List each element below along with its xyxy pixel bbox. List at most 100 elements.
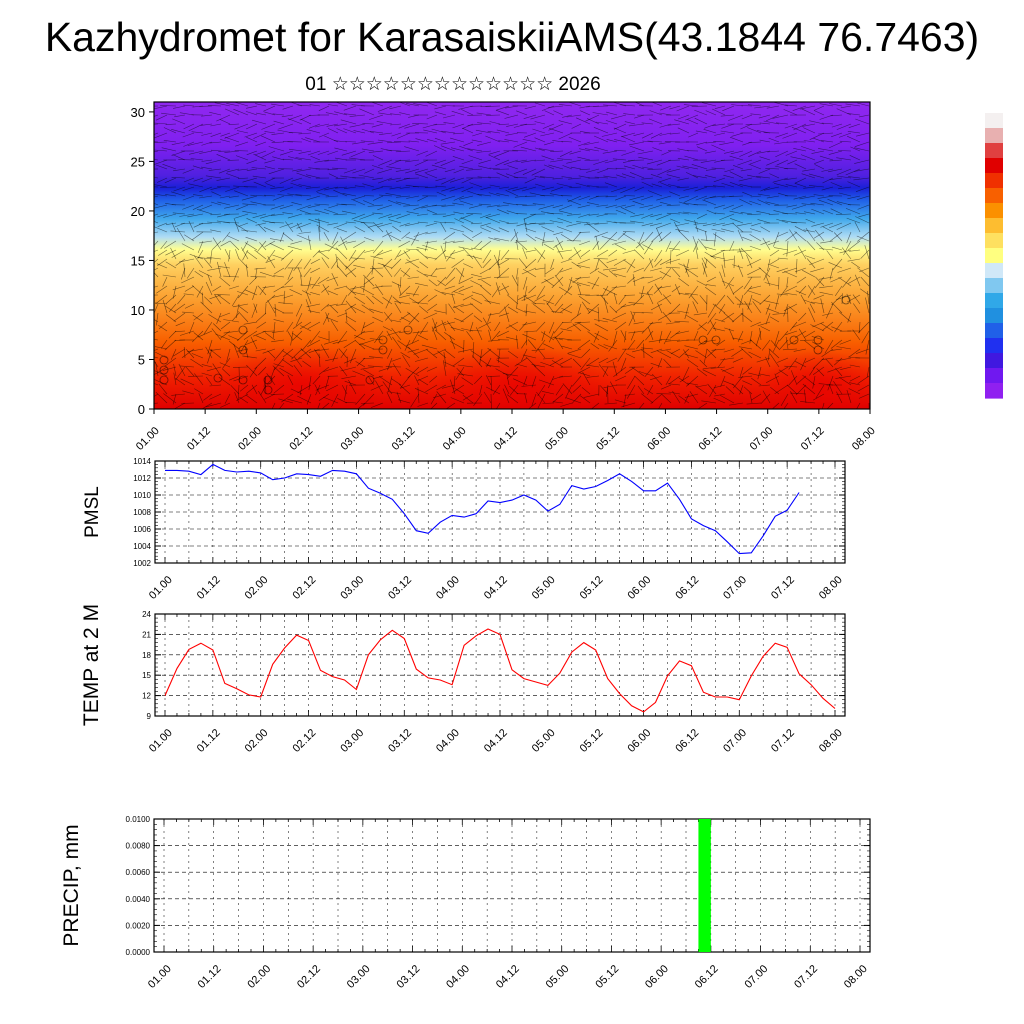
wind-barb [834,285,843,297]
wind-barb [301,339,312,351]
wind-barb [747,267,762,276]
wind-barb [693,312,708,316]
wind-barb [154,249,159,252]
wind-barb [183,293,195,296]
wind-barb [235,155,249,161]
wind-barb [773,231,780,247]
wind-barb [560,258,573,263]
wind-barb [218,276,231,287]
wind-barb [606,357,618,364]
x-tick-label: 02.00 [245,963,273,991]
wind-barb [654,283,663,296]
wind-barb [738,375,753,378]
wind-barb [749,245,762,251]
wind-barb [790,370,798,386]
wind-barb [408,114,420,118]
wind-barb [713,231,717,247]
wind-barb [759,122,771,125]
y-tick-label: 0.0060 [126,868,151,877]
wind-barb [814,229,825,242]
wind-barb [243,330,258,340]
wind-barb [451,258,465,268]
wind-barb [288,156,303,161]
wind-barb [767,263,780,269]
y-tick-label: 20 [131,204,145,219]
wind-barb [830,208,843,215]
colorbar-swatch [985,248,1003,264]
wind-barb [232,303,249,308]
wind-barb [614,150,627,152]
wind-barb [518,321,528,332]
wind-barb [813,393,825,401]
wind-barb [602,267,618,271]
wind-barb [626,258,636,273]
wind-barb [630,220,645,224]
wind-barb [835,357,852,362]
wind-barb [765,303,771,315]
wind-barb [723,258,735,262]
wind-barb [712,303,726,314]
wind-barb [601,285,609,297]
wind-barb [461,186,474,193]
wind-barb [187,348,204,352]
wind-barb [806,258,816,269]
wind-barb [188,183,204,188]
wind-barb [578,240,591,246]
wind-barb [358,174,375,179]
wind-barb [338,348,348,359]
wind-barb [405,103,420,107]
wind-barb [215,333,231,341]
wind-barb [659,258,672,266]
wind-barb [634,114,645,119]
wind-barb [302,360,312,368]
wind-barb [236,204,249,211]
y-tick-label: 1010 [133,491,151,500]
wind-barb [641,122,654,125]
wind-barb [514,195,528,198]
wind-barb [805,255,816,260]
wind-barb [154,346,168,350]
wind-barb [549,193,564,197]
wind-barb [557,249,573,253]
wind-barb [264,111,276,116]
wind-barb [845,103,861,107]
wind-barb [675,249,690,257]
wind-barb [849,382,861,386]
wind-barb [201,364,213,368]
wind-barb [579,148,591,152]
wind-barb [273,319,285,323]
wind-barb [633,294,645,306]
wind-barb [667,383,681,386]
wind-barb [560,402,573,407]
wind-barb [472,342,475,359]
wind-barb [390,319,402,323]
wind-barb [371,165,384,170]
wind-barb [541,105,555,111]
x-tick-label: 04.12 [492,425,520,453]
wind-barb [550,159,564,163]
wind-barb [405,292,420,296]
wind-barb [487,130,501,134]
wind-barb [252,285,258,300]
wind-barb [831,294,843,306]
colorbar-swatch [985,368,1003,384]
wind-barb [171,141,186,145]
wind-barb [857,375,870,384]
wind-barb [499,303,510,313]
wind-barb [414,388,429,395]
x-tick-label: 01.00 [147,574,175,602]
wind-barb [516,110,528,116]
wind-barb [180,222,195,224]
wind-barb [252,213,267,219]
wind-barb [684,155,699,161]
wind-barb [172,285,186,291]
wind-barb [481,279,492,287]
wind-barb [446,249,456,262]
wind-barb [205,159,222,165]
wind-barb [407,311,420,323]
wind-barb [793,148,807,152]
wind-barb [505,189,519,197]
wind-barb [732,357,744,363]
wind-barb [251,303,258,318]
wind-barb [452,357,465,367]
